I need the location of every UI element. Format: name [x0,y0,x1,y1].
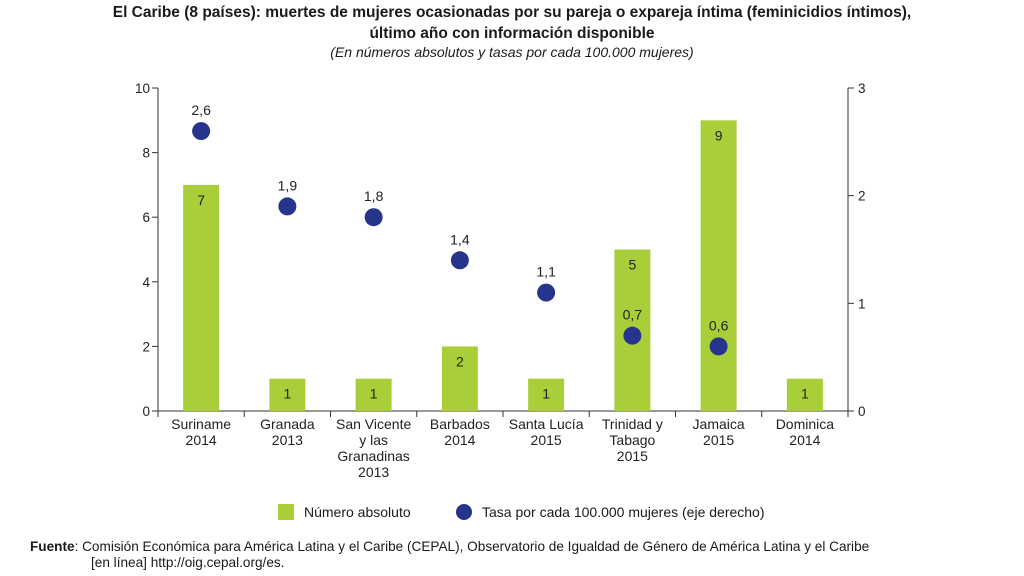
x-category-label: Santa Lucía 2015 [509,416,584,448]
x-category-label: Suriname 2014 [171,416,231,448]
x-category-label-line: Suriname [171,416,231,432]
source-text: : Comisión Económica para América Latina… [74,539,870,554]
bar [528,378,565,411]
x-category-label-line: 2013 [272,432,303,448]
rate-value-label: 1,4 [450,231,470,247]
x-category-label-line: Trinidad y [602,416,663,432]
legend-label-dots: Tasa por cada 100.000 mujeres (eje derec… [482,504,765,520]
chart-title-line2: último año con información disponible [369,25,655,42]
x-category-label-line: 2015 [617,448,648,464]
rate-dot [278,197,297,216]
x-category-label-line: 2014 [186,432,217,448]
y-tick-label-left: 8 [142,146,150,161]
rate-value-label: 1,1 [536,264,556,280]
x-category-label: Dominica 2014 [776,416,835,448]
x-category-label: Granada 2013 [260,416,315,448]
bar [355,378,392,411]
x-category-label-line: 2015 [531,432,562,448]
x-category-label-line: Granada [260,416,315,432]
rate-dot [192,122,211,141]
y-tick-label-left: 10 [135,81,150,96]
y-tick-label-right: 1 [858,296,866,311]
bar-value-label: 1 [542,386,550,402]
source-text-line2: [en línea] http://oig.cepal.org/es. [91,555,285,570]
rate-dot [537,283,556,302]
x-category-label-line: Barbados [430,416,490,432]
legend-item-bars: Número absoluto [278,504,411,520]
bar-value-label: 1 [283,386,291,402]
bar-value-label: 1 [801,386,809,402]
legend-swatch-bar [278,504,294,520]
x-category-label-line: 2015 [703,432,734,448]
x-category-label-line: Jamaica [693,416,745,432]
x-category-label-line: San Vicente [336,416,411,432]
legend-item-dots: Tasa por cada 100.000 mujeres (eje derec… [456,504,765,520]
x-category-label: Trinidad y Tabago 2015 [602,416,663,464]
bar-value-label: 7 [197,192,205,208]
legend-label-bars: Número absoluto [304,504,411,520]
bar [269,378,306,411]
x-category-label: Barbados 2014 [430,416,490,448]
rate-value-label: 2,6 [191,102,211,118]
rate-dot [364,208,383,227]
y-tick-label-left: 0 [142,404,150,419]
rate-value-label: 0,6 [709,317,729,333]
x-category-label-line: Granadinas [337,448,409,464]
bar [183,184,220,411]
chart-subtitle: (En números absolutos y tasas por cada 1… [330,44,694,60]
y-tick-label-right: 0 [858,404,866,419]
legend-swatch-dot [456,504,472,520]
x-category-label: San Vicente y las Granadinas 2013 [336,416,411,480]
x-category-label-line: 2014 [789,432,820,448]
y-tick-label-left: 4 [142,275,150,290]
x-category-label-line: y las [359,432,388,448]
bar-value-label: 2 [456,353,464,369]
y-tick-label-right: 3 [858,81,866,96]
source-note: Fuente: Comisión Económica para América … [30,539,1000,571]
rate-dot [709,337,728,356]
rate-dot [450,251,469,270]
y-tick-label-right: 2 [858,189,866,204]
y-tick-label-left: 6 [142,210,150,225]
chart-title-line1: El Caribe (8 países): muertes de mujeres… [112,4,912,21]
y-tick-label-left: 2 [142,339,150,354]
bar [786,378,823,411]
rate-value-label: 0,7 [623,307,643,323]
x-category-label-line: Tabago [609,432,655,448]
x-category-label-line: 2013 [358,464,389,480]
bar [700,120,737,412]
rate-value-label: 1,8 [364,188,384,204]
rate-value-label: 1,9 [278,177,298,193]
bar-value-label: 1 [370,386,378,402]
bar [441,346,478,411]
x-category-label-line: Dominica [776,416,835,432]
bar-value-label: 5 [628,257,636,273]
rate-dot [623,326,642,345]
bar-value-label: 9 [715,127,723,143]
x-category-label: Jamaica 2015 [693,416,745,448]
x-category-label-line: 2014 [444,432,475,448]
source-label: Fuente [30,539,75,554]
x-category-label-line: Santa Lucía [509,416,584,432]
